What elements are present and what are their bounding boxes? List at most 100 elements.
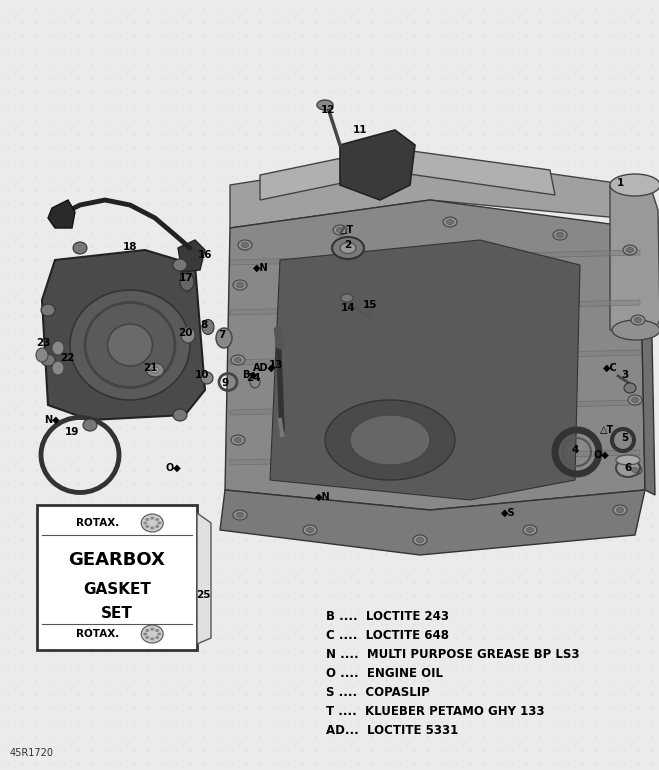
Ellipse shape [250, 376, 260, 388]
Polygon shape [225, 200, 645, 510]
Text: O◆: O◆ [593, 450, 609, 460]
Text: 18: 18 [123, 242, 137, 252]
Text: 7: 7 [218, 330, 225, 340]
Ellipse shape [70, 290, 190, 400]
Text: 16: 16 [198, 250, 212, 260]
Ellipse shape [36, 348, 48, 362]
Ellipse shape [553, 230, 567, 240]
Ellipse shape [341, 294, 353, 302]
Ellipse shape [235, 357, 241, 363]
Ellipse shape [231, 435, 245, 445]
Ellipse shape [145, 629, 149, 632]
Ellipse shape [41, 304, 55, 316]
Ellipse shape [628, 465, 642, 475]
Ellipse shape [52, 341, 64, 355]
Ellipse shape [151, 367, 159, 373]
Ellipse shape [333, 225, 347, 235]
Text: ◆N: ◆N [315, 492, 331, 502]
Ellipse shape [141, 625, 163, 643]
Polygon shape [220, 490, 645, 555]
Ellipse shape [616, 455, 640, 465]
Ellipse shape [237, 283, 243, 287]
Text: 10: 10 [195, 370, 210, 380]
Text: T ....  KLUEBER PETAMO GHY 133: T .... KLUEBER PETAMO GHY 133 [326, 705, 544, 718]
Ellipse shape [623, 245, 637, 255]
Ellipse shape [616, 459, 640, 477]
Ellipse shape [216, 328, 232, 348]
Ellipse shape [150, 527, 154, 530]
Text: 21: 21 [143, 363, 158, 373]
Polygon shape [230, 450, 640, 465]
Text: S ....  COPASLIP: S .... COPASLIP [326, 686, 430, 699]
Text: 17: 17 [179, 273, 193, 283]
Text: 5: 5 [621, 433, 629, 443]
Ellipse shape [627, 247, 633, 253]
Ellipse shape [180, 273, 194, 291]
Text: ◆N: ◆N [253, 263, 269, 273]
Polygon shape [260, 148, 555, 200]
Polygon shape [610, 185, 659, 330]
Ellipse shape [73, 242, 87, 254]
Polygon shape [640, 220, 655, 495]
Text: 22: 22 [60, 353, 74, 363]
Ellipse shape [201, 372, 213, 384]
Ellipse shape [155, 518, 159, 521]
Ellipse shape [613, 505, 627, 515]
Ellipse shape [443, 217, 457, 227]
Ellipse shape [145, 636, 149, 639]
Text: O ....  ENGINE OIL: O .... ENGINE OIL [326, 667, 443, 680]
Text: 20: 20 [178, 328, 192, 338]
Ellipse shape [145, 525, 149, 528]
Polygon shape [230, 300, 640, 315]
Ellipse shape [413, 535, 427, 545]
Polygon shape [48, 200, 75, 228]
Ellipse shape [155, 525, 159, 528]
Text: △T: △T [340, 225, 354, 235]
Ellipse shape [241, 243, 248, 247]
Ellipse shape [146, 363, 164, 377]
Ellipse shape [447, 219, 453, 225]
Ellipse shape [52, 361, 64, 375]
Ellipse shape [337, 227, 343, 233]
Polygon shape [230, 155, 640, 228]
Ellipse shape [523, 525, 537, 535]
Text: △T: △T [600, 425, 614, 435]
Ellipse shape [624, 383, 636, 393]
Text: 25: 25 [196, 590, 210, 600]
Ellipse shape [231, 355, 245, 365]
Text: SET: SET [101, 605, 133, 621]
Ellipse shape [150, 517, 154, 520]
Ellipse shape [141, 514, 163, 532]
Polygon shape [230, 350, 640, 365]
FancyBboxPatch shape [37, 505, 197, 650]
Polygon shape [270, 240, 580, 500]
Ellipse shape [306, 527, 314, 533]
Text: N◆: N◆ [44, 415, 60, 425]
Ellipse shape [233, 280, 247, 290]
Text: B ....  LOCTITE 243: B .... LOCTITE 243 [326, 610, 449, 623]
Text: ROTAX.: ROTAX. [76, 518, 119, 528]
Text: 24: 24 [246, 373, 260, 383]
Ellipse shape [635, 317, 641, 323]
Text: ◆S: ◆S [501, 508, 515, 518]
Ellipse shape [143, 521, 147, 524]
Text: N ....  MULTI PURPOSE GREASE BP LS3: N .... MULTI PURPOSE GREASE BP LS3 [326, 648, 579, 661]
Text: 19: 19 [65, 427, 79, 437]
Ellipse shape [181, 327, 195, 343]
Ellipse shape [233, 510, 247, 520]
Text: 12: 12 [321, 105, 335, 115]
Ellipse shape [631, 467, 639, 473]
Ellipse shape [350, 415, 430, 465]
Text: 15: 15 [362, 300, 377, 310]
Ellipse shape [416, 537, 424, 543]
Text: GASKET: GASKET [83, 582, 151, 598]
Text: AD◆: AD◆ [252, 363, 275, 373]
Ellipse shape [628, 395, 642, 405]
Ellipse shape [83, 419, 97, 431]
Text: ◆C: ◆C [602, 363, 617, 373]
Ellipse shape [173, 259, 187, 271]
Ellipse shape [158, 521, 161, 524]
Text: C ....  LOCTITE 648: C .... LOCTITE 648 [326, 629, 449, 642]
Ellipse shape [238, 240, 252, 250]
Ellipse shape [317, 100, 333, 110]
